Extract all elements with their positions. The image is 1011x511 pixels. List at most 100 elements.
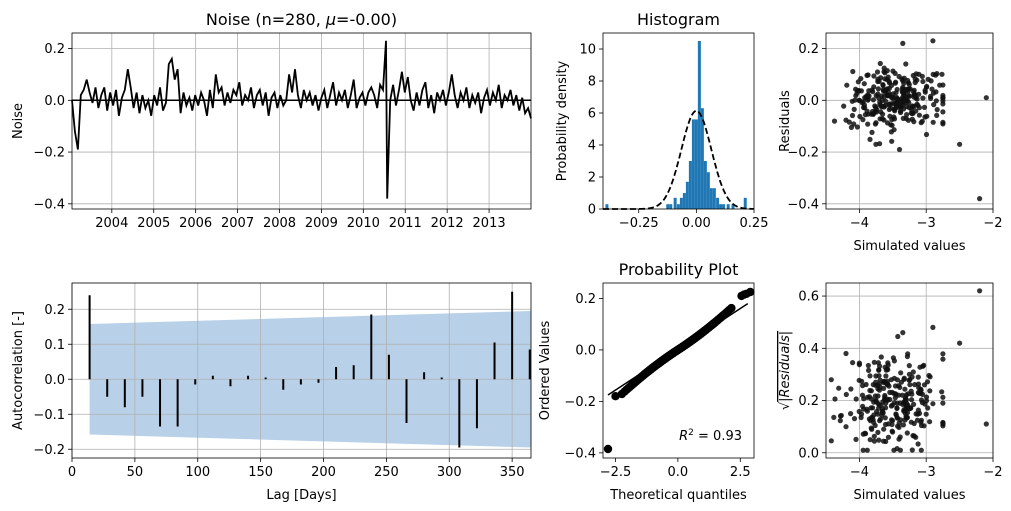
sqrt-residuals-y-tick-label: 0.6 xyxy=(798,290,819,305)
acf-x-label: Lag [Days] xyxy=(266,488,336,503)
residuals-point xyxy=(884,68,890,74)
sqrt-residuals-point xyxy=(909,397,915,403)
residuals-point xyxy=(888,129,895,135)
residuals-point xyxy=(922,87,928,93)
sqrt-residuals-axes-frame xyxy=(825,282,994,459)
sqrt-residuals-point xyxy=(897,384,903,390)
sqrt-residuals-point xyxy=(883,405,889,411)
sqrt-residuals-point xyxy=(859,392,866,398)
sqrt-residuals-point xyxy=(902,386,908,392)
sqrt-residuals-point xyxy=(904,410,911,416)
histogram-bars xyxy=(605,41,747,209)
noise-y-tick-label: 0.2 xyxy=(44,42,65,57)
residuals-y-label: Residuals xyxy=(778,90,793,152)
histogram-bar xyxy=(682,193,686,209)
residuals-point xyxy=(873,141,879,147)
residuals-point xyxy=(849,98,855,104)
sqrt-residuals-x-tick-label: −3 xyxy=(917,465,936,480)
residuals-point xyxy=(851,121,857,127)
noise-panel: 2004 2005 2006 2007 2008 2009 2010 2011 2012 2013… xyxy=(11,10,532,231)
sqrt-residuals-point xyxy=(856,362,863,368)
residuals-point xyxy=(933,98,939,104)
sqrt-residuals-point xyxy=(853,436,859,442)
residuals-point xyxy=(889,101,895,107)
sqrt-residuals-point xyxy=(875,386,881,392)
histogram-bar xyxy=(731,204,735,209)
residuals-point xyxy=(870,97,877,103)
noise-y-tick-label: −0.2 xyxy=(33,146,65,161)
sqrt-residuals-x-ticks: −4 −3 −2 xyxy=(850,458,1003,480)
sqrt-residuals-point xyxy=(843,424,849,430)
histogram-bar xyxy=(694,119,698,209)
sqrt-residuals-point xyxy=(898,370,904,376)
probplot-y-tick-label: 0.2 xyxy=(575,292,596,307)
sqrt-residuals-point xyxy=(861,406,867,412)
sqrt-residuals-point xyxy=(900,422,907,428)
sqrt-residuals-y-tick-label: 0.0 xyxy=(798,446,819,461)
residuals-point xyxy=(928,78,934,84)
sqrt-residuals-point xyxy=(899,392,905,398)
histogram-bar xyxy=(743,197,747,209)
residuals-point xyxy=(929,86,935,92)
noise-y-tick-label: 0.0 xyxy=(44,94,65,109)
residuals-point xyxy=(869,129,875,135)
residuals-point xyxy=(919,118,925,124)
residuals-point xyxy=(931,102,937,108)
residuals-point xyxy=(877,60,883,67)
sqrt-residuals-point xyxy=(925,405,931,411)
residuals-point xyxy=(983,95,989,101)
sqrt-residuals-point xyxy=(892,395,898,401)
acf-stems xyxy=(88,291,531,448)
noise-x-tick-label: 2006 xyxy=(179,216,212,231)
noise-y-tick-label: −0.4 xyxy=(33,197,65,212)
residuals-point xyxy=(885,93,892,99)
probplot-panel: −2.5 0.0 2.5 −0.4 −0.2 0.0 0.2 Probability Pl… xyxy=(538,260,755,503)
residuals-point xyxy=(850,68,856,75)
sqrt-residuals-point xyxy=(940,351,946,357)
sqrt-residuals-point xyxy=(920,363,926,369)
sqrt-residuals-point xyxy=(882,421,889,428)
sqrt-residuals-y-tick-label: 0.4 xyxy=(798,342,819,357)
residuals-point xyxy=(900,84,906,91)
histogram-x-tick-label: 0.00 xyxy=(682,216,711,231)
residuals-point xyxy=(900,115,906,121)
sqrt-residuals-point xyxy=(977,288,983,294)
histogram-bar xyxy=(691,119,695,209)
acf-y-tick-label: −0.1 xyxy=(33,408,65,423)
histogram-bar xyxy=(605,204,609,209)
sqrt-residuals-point xyxy=(853,396,859,402)
residuals-point xyxy=(886,85,893,91)
sqrt-residuals-point xyxy=(851,416,858,422)
residuals-point xyxy=(913,108,919,114)
acf-x-tick-label: 50 xyxy=(127,465,144,480)
sqrt-residuals-point xyxy=(836,385,842,391)
residuals-point xyxy=(887,113,893,119)
sqrt-residuals-point xyxy=(867,437,873,443)
probplot-point xyxy=(611,392,620,401)
residuals-point xyxy=(910,72,916,79)
sqrt-residuals-point xyxy=(876,437,882,443)
sqrt-residuals-point xyxy=(923,411,929,417)
sqrt-residuals-point xyxy=(906,363,912,369)
sqrt-residuals-point xyxy=(930,324,936,330)
histogram-y-tick-label: 4 xyxy=(588,139,596,154)
residuals-point xyxy=(892,70,898,76)
probplot-y-ticks: −0.4 −0.2 0.0 0.2 xyxy=(564,292,603,461)
sqrt-residuals-point xyxy=(848,386,854,392)
sqrt-residuals-point xyxy=(875,429,881,435)
acf-grid xyxy=(71,283,531,458)
sqrt-residuals-point xyxy=(909,447,915,453)
sqrt-residuals-point xyxy=(908,419,914,425)
histogram-bar xyxy=(697,41,701,209)
residuals-point xyxy=(911,94,917,100)
residuals-point xyxy=(921,104,928,110)
sqrt-residuals-points xyxy=(828,288,989,453)
sqrt-residuals-point xyxy=(940,419,946,426)
residuals-point xyxy=(864,108,870,114)
histogram-panel: −0.25 0.00 0.25 0 2 4 6 8 10 Histogram Probabil… xyxy=(555,10,768,231)
sqrt-residuals-point xyxy=(940,400,946,406)
sqrt-residuals-point xyxy=(930,401,936,407)
residuals-point xyxy=(853,86,859,92)
sqrt-residuals-point xyxy=(939,389,945,395)
